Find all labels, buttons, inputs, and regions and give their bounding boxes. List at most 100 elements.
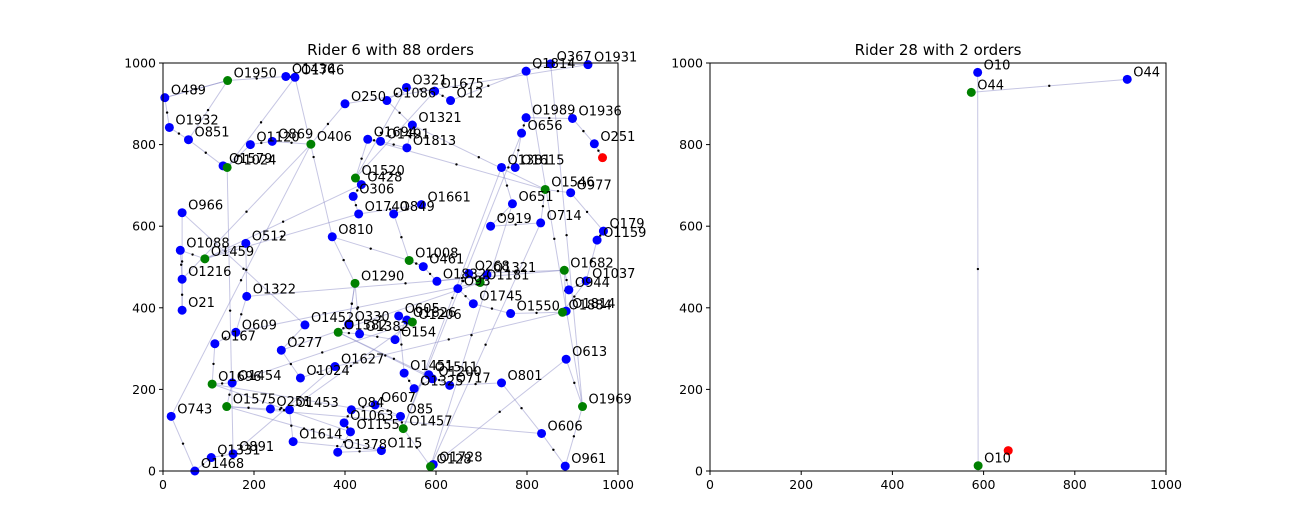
point-label: O1216 (188, 265, 231, 280)
order-point (231, 327, 241, 337)
direction-marker (565, 233, 568, 237)
direction-marker (498, 410, 501, 414)
direction-marker (242, 267, 245, 271)
direction-marker (356, 189, 359, 192)
point-label: O1932 (175, 113, 218, 128)
point-label: O44 (977, 78, 1004, 93)
direction-marker (484, 343, 487, 346)
y-tick-label: 0 (695, 464, 703, 479)
point-label: O115 (387, 437, 422, 452)
point-label: O1614 (299, 428, 342, 443)
pickup-point (578, 402, 588, 412)
direction-marker (302, 427, 306, 430)
y-tick-label: 200 (132, 382, 156, 397)
order-point (300, 320, 310, 330)
x-tick-label: 0 (159, 477, 167, 492)
point-label: O489 (171, 84, 206, 99)
order-point (340, 99, 350, 109)
pickup-point (306, 139, 316, 149)
point-label: O1325 (420, 375, 463, 390)
x-tick-label: 600 (972, 477, 996, 492)
direction-marker (419, 88, 422, 91)
direction-marker (460, 276, 464, 280)
direction-marker (573, 295, 576, 298)
direction-marker (239, 279, 243, 282)
order-point (592, 235, 602, 245)
direction-marker (180, 293, 184, 296)
order-point (427, 374, 437, 384)
axes-frame (162, 62, 619, 472)
order-point (284, 405, 294, 415)
direction-marker (400, 343, 403, 346)
direction-marker (585, 210, 589, 214)
order-point (281, 71, 291, 81)
order-point (339, 418, 349, 428)
point-label: O406 (317, 130, 352, 145)
pickup-point (973, 461, 983, 471)
order-point (402, 143, 412, 153)
order-point (507, 199, 517, 209)
point-label: O1331 (217, 444, 260, 459)
point-label: O1969 (589, 393, 632, 408)
order-point (290, 72, 300, 82)
point-label: O268 (475, 260, 510, 275)
order-point (517, 128, 527, 138)
order-point (344, 319, 354, 329)
direction-marker (362, 406, 365, 409)
order-point (432, 276, 442, 286)
direction-marker (477, 156, 480, 159)
order-point (227, 378, 237, 388)
direction-marker (514, 223, 517, 226)
point-label: O1086 (393, 87, 436, 102)
pickup-point (540, 184, 550, 194)
direction-marker (548, 116, 551, 120)
point-label: O10 (984, 58, 1011, 73)
point-label: O1740 (365, 200, 408, 215)
order-point (370, 400, 380, 410)
order-point (265, 404, 275, 414)
point-label: O461 (429, 253, 464, 268)
direction-marker (346, 426, 349, 429)
point-label: O944 (575, 276, 610, 291)
point-label: O1696 (218, 370, 261, 385)
left-chart-panel: O489O1932O851O966O1088O1216O21O743O1331O… (124, 41, 646, 492)
order-point (589, 139, 599, 149)
direction-marker (349, 364, 353, 368)
point-label: O85 (407, 402, 434, 417)
direction-marker (376, 335, 379, 338)
point-label: O367 (557, 50, 592, 65)
point-label: O717 (456, 371, 491, 386)
direction-marker (407, 379, 411, 383)
order-point (486, 221, 496, 231)
order-point (327, 232, 337, 242)
direction-marker (470, 333, 473, 337)
order-point (399, 368, 409, 378)
direction-marker (505, 184, 509, 187)
order-point (177, 208, 187, 218)
order-point (276, 345, 286, 355)
pickup-point (398, 424, 408, 434)
order-point (183, 135, 193, 145)
order-point (177, 274, 187, 284)
point-label: O1550 (517, 300, 560, 315)
point-label: O1615 (521, 153, 564, 168)
direction-marker (400, 236, 403, 239)
rider-point (1003, 446, 1013, 456)
point-label: O154 (401, 326, 436, 341)
right-chart-panel: O10 O44 O44 O10 0 200 400 600 800 1000 0 200 400 600… (671, 41, 1182, 492)
left-points (160, 59, 608, 476)
x-tick-label: 600 (424, 477, 448, 492)
direction-marker (180, 263, 183, 266)
point-label: O1037 (592, 267, 635, 282)
point-label: O1814 (532, 57, 575, 72)
direction-marker (165, 111, 169, 114)
direction-marker (326, 122, 330, 126)
order-point (330, 362, 340, 372)
direction-marker (259, 121, 263, 124)
point-label: O1728 (439, 450, 482, 465)
point-label: O1813 (413, 134, 456, 149)
order-point (407, 120, 417, 130)
order-point (453, 284, 463, 294)
y-tick-label: 800 (679, 137, 703, 152)
